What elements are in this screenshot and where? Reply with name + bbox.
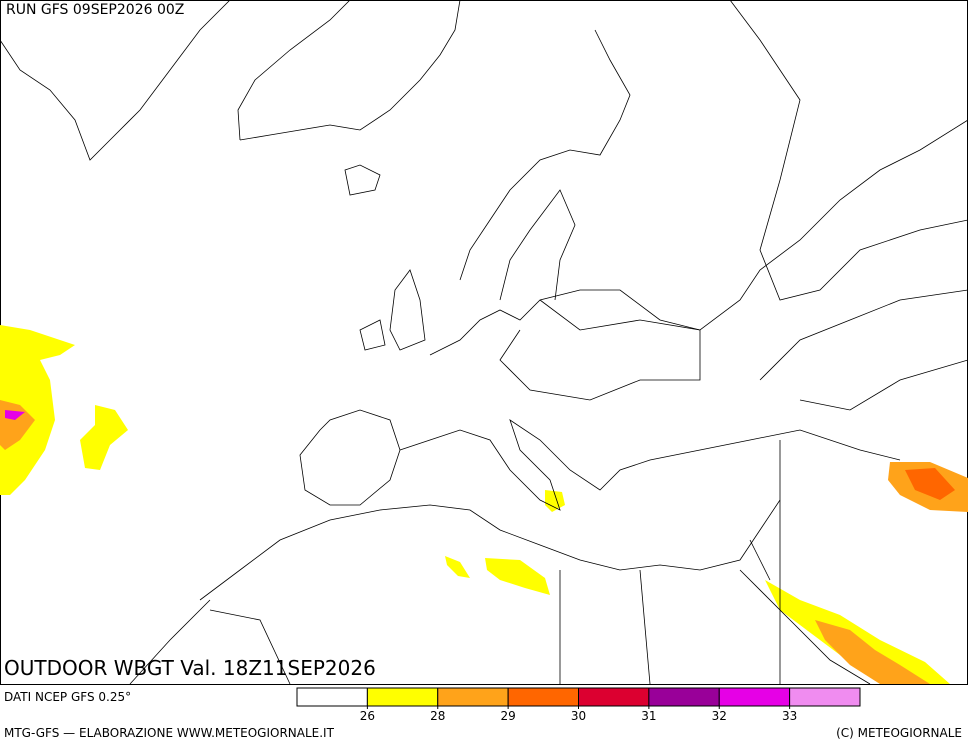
data-source: DATI NCEP GFS 0.25° <box>4 690 131 704</box>
legend-swatch <box>366 687 439 707</box>
run-label: RUN GFS 09SEP2026 00Z <box>6 2 184 18</box>
legend-tick-label: 28 <box>430 709 445 723</box>
copyright: (C) METEOGIORNALE <box>836 726 962 740</box>
color-legend: 26 28 29 30 31 32 33 <box>296 687 861 723</box>
producer: MTG-GFS — ELABORAZIONE WWW.METEOGIORNALE… <box>4 726 335 740</box>
map: RUN GFS 09SEP2026 00Z OUTDOOR WBGT Val. … <box>0 0 968 685</box>
legend-swatch <box>648 687 720 707</box>
map-frame <box>0 0 968 685</box>
legend-tick-label: 32 <box>712 709 727 723</box>
legend-tick-label: 31 <box>641 709 656 723</box>
legend-swatch <box>437 687 509 707</box>
legend-swatch <box>507 687 579 707</box>
legend-tick-label: 30 <box>571 709 586 723</box>
legend-tick-label: 26 <box>360 709 375 723</box>
coastlines <box>0 0 968 685</box>
legend-swatch <box>296 687 368 707</box>
legend-tick-label: 29 <box>500 709 515 723</box>
legend-tick-label: 33 <box>782 709 797 723</box>
legend-swatch <box>578 687 650 707</box>
shading <box>0 325 968 684</box>
map-title: OUTDOOR WBGT Val. 18Z11SEP2026 <box>4 656 376 680</box>
legend-swatch <box>789 687 861 707</box>
legend-swatch <box>718 687 791 707</box>
